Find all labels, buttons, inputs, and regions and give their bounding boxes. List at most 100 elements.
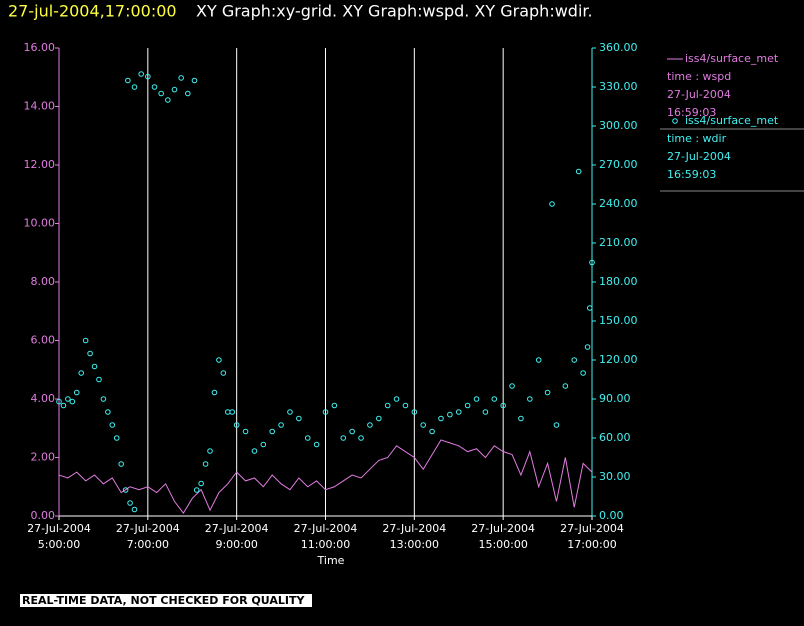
legend-name: iss4/surface_met [685,114,779,127]
wdir-point [589,259,595,266]
wdir-point [233,422,240,428]
wdir-point [402,402,409,409]
wdir-point [491,396,498,402]
x-tick-label: 27-Jul-2004 11:00:00 [293,522,358,551]
x-tick-label: 27-Jul-2004 17:00:00 [560,522,624,551]
wdir-point [287,409,293,415]
wdir-point [78,370,85,376]
wdir-point [331,402,338,409]
wdir-point [127,500,133,506]
wdir-point [482,409,489,415]
x-axis-label: Time [317,554,345,567]
legend-line: 16:59:03 [667,168,716,181]
wdir-point [575,168,582,175]
wdir-point [145,73,151,80]
wdir-point [367,422,373,428]
wdir-point [340,435,347,441]
wdir-point [91,363,98,370]
y2-tick-label: 30.00 [599,470,631,483]
wdir-point [105,409,111,415]
y-tick-label: 2.00 [31,451,56,464]
wdir-point [87,350,93,357]
y2-tick-label: 90.00 [599,392,631,405]
y2-tick-label: 120.00 [599,353,638,366]
wdir-point [113,435,120,441]
wdir-point [509,383,515,389]
wdir-point [553,422,560,428]
x-tick-label: 27-Jul-2004 5:00:00 [27,522,91,551]
wdir-point [242,428,249,435]
wdir-point [296,415,302,422]
wdir-point [185,90,191,97]
wdir-point [429,428,435,435]
y2-tick-label: 360.00 [599,41,638,54]
wdir-point [191,77,198,84]
wdir-point [178,75,184,81]
wdir-point [96,376,102,383]
wdir-point [65,396,71,402]
wdir-point [580,370,586,376]
legend-line: 27-Jul-2004 [667,150,731,163]
wdir-point [251,448,258,454]
y-tick-label: 12.00 [24,158,56,171]
wdir-point [500,402,506,409]
y2-tick-label: 240.00 [599,197,638,210]
wdir-point [193,487,200,493]
x-tick-label: 27-Jul-2004 9:00:00 [204,522,269,551]
wdir-point [527,396,533,402]
y-tick-label: 0.00 [31,509,56,522]
y-tick-label: 8.00 [31,275,56,288]
wdir-point [229,409,236,415]
y2-tick-label: 60.00 [599,431,631,444]
wdir-point [224,409,231,415]
x-tick-label: 27-Jul-2004 15:00:00 [471,522,536,551]
wspd-line [58,439,593,514]
wdir-point [411,409,418,415]
wdir-point [216,357,222,363]
wdir-point [549,201,555,207]
chart-title: XY Graph:xy-grid. XY Graph:wspd. XY Grap… [196,2,593,21]
wdir-point [171,86,178,93]
legend-line: time : wdir [667,132,727,145]
wdir-point [464,402,471,409]
y2-tick-label: 270.00 [599,158,638,171]
y2-tick-label: 150.00 [599,314,638,327]
wdir-point [118,461,124,467]
wdir-point [322,409,329,415]
y2-tick-label: 330.00 [599,80,638,93]
wdir-point [586,305,593,311]
wdir-point [198,480,204,487]
wdir-point [518,415,524,422]
y-tick-label: 6.00 [31,334,56,347]
y2-tick-label: 300.00 [599,119,638,132]
wdir-point [544,389,551,396]
wdir-point [82,337,89,344]
wdir-point [304,435,311,441]
wdir-point [122,487,129,493]
wdir-point [73,389,80,396]
wdir-point [158,90,164,97]
wdir-point [571,357,578,363]
wdir-point [125,77,131,84]
title-time: 27-jul-2004,17:00:00 [8,2,177,21]
wdir-point [278,422,284,428]
legend-line: 27-Jul-2004 [667,88,731,101]
wdir-point [438,415,444,422]
wdir-point [584,344,591,350]
wdir-point [358,435,364,441]
wdir-point [376,415,382,422]
wdir-point [165,97,171,103]
wdir-point [420,422,427,428]
wdir-point [473,396,480,402]
legend-line: 16:59:03 [667,106,716,119]
x-tick-label: 27-Jul-2004 13:00:00 [382,522,447,551]
wdir-point [384,402,391,409]
x-tick-label: 27-Jul-2004 7:00:00 [115,522,180,551]
wdir-point [131,84,138,90]
wdir-point [69,398,76,405]
wdir-point [56,398,62,405]
wdir-point [313,441,320,448]
y2-tick-label: 180.00 [599,275,638,288]
